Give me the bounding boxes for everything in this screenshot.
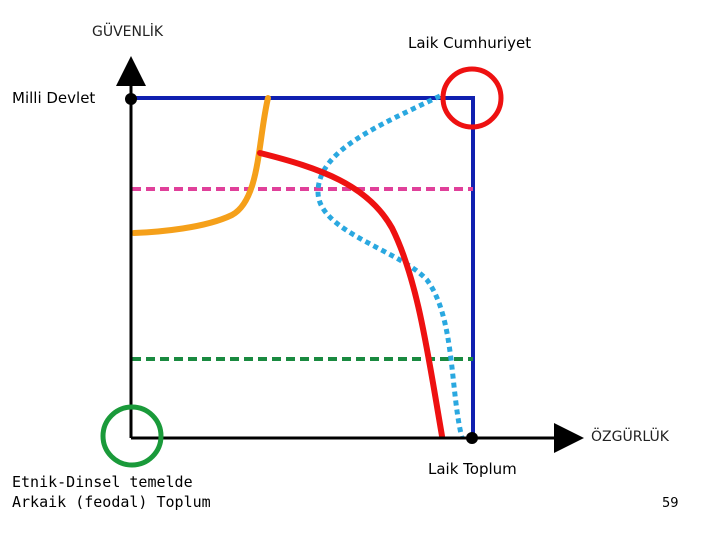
green-highlight-circle bbox=[100, 404, 164, 468]
y-axis-label: GÜVENLİK bbox=[92, 24, 164, 40]
x-axis-label: ÖZGÜRLÜK bbox=[591, 429, 669, 445]
orange-curve bbox=[131, 95, 271, 236]
laik-cumhuriyet-label: Laik Cumhuriyet bbox=[408, 34, 532, 52]
blue-frame bbox=[132, 96, 475, 438]
milli-devlet-label: Milli Devlet bbox=[12, 89, 96, 107]
blue-dotted-curve bbox=[315, 93, 465, 439]
arkaik-toplum-line-1: Etnik-Dinsel temelde bbox=[12, 473, 193, 491]
laik-toplum-point bbox=[466, 432, 478, 444]
milli-devlet-point bbox=[125, 93, 137, 105]
red-highlight-circle bbox=[440, 66, 504, 130]
arkaik-toplum-line-2: Arkaik (feodal) Toplum bbox=[12, 493, 211, 511]
red-curve bbox=[257, 150, 445, 439]
page-number: 59 bbox=[662, 496, 679, 511]
laik-toplum-label: Laik Toplum bbox=[428, 460, 517, 478]
arkaik-toplum-label: Etnik-Dinsel temelde Arkaik (feodal) Top… bbox=[12, 472, 211, 512]
